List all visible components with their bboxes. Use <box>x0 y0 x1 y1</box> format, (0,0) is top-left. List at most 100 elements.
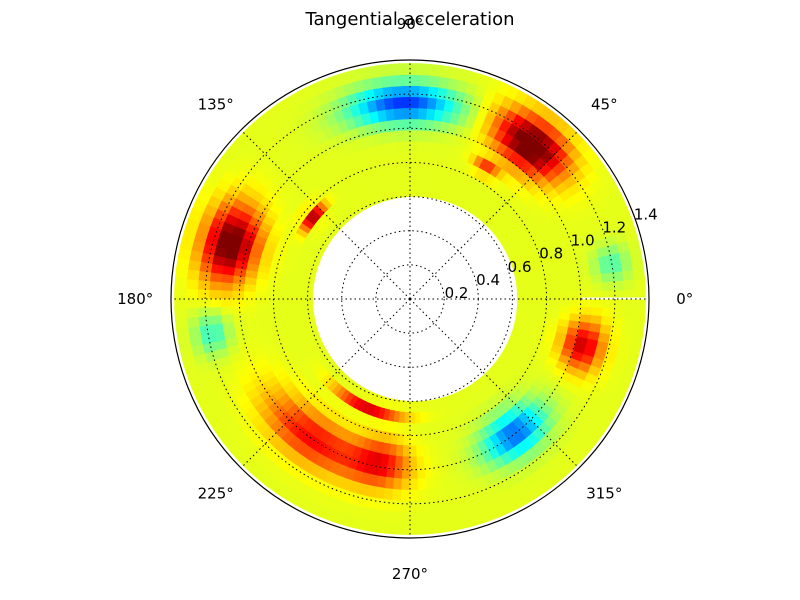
heat-cell <box>517 298 529 305</box>
heat-cell <box>400 489 411 502</box>
heat-cell <box>197 298 210 309</box>
heat-cell <box>243 291 256 300</box>
heat-cell <box>386 465 396 479</box>
heat-cell <box>174 288 187 300</box>
heat-cell <box>254 291 268 300</box>
heat-cell <box>429 63 442 77</box>
heat-cell <box>232 275 246 285</box>
heat-cell <box>197 280 211 291</box>
heat-cell <box>409 434 417 447</box>
heat-cell <box>389 522 401 535</box>
tick-labels: 0° 45° 90° 135° 180° 225° 270° 315° 0.2 0.4 0.6 0.8… <box>117 15 693 583</box>
heat-cell <box>409 151 417 164</box>
heat-cell <box>289 288 302 295</box>
heat-cell <box>266 292 279 300</box>
heat-cell <box>601 307 614 318</box>
heat-cell <box>409 478 419 491</box>
heat-cell <box>559 291 572 300</box>
angle-tick-label: 135° <box>198 96 234 114</box>
heat-cell <box>402 129 411 142</box>
angle-tick-label: 270° <box>392 565 428 583</box>
heat-cell <box>602 298 614 309</box>
radial-tick-label: 1.2 <box>602 219 626 237</box>
heat-cell <box>401 478 411 491</box>
heat-cell <box>419 522 431 535</box>
heat-cell <box>397 422 405 435</box>
heat-cell <box>220 298 233 308</box>
heat-cell <box>243 298 256 307</box>
radial-tick-label: 0.6 <box>508 258 532 276</box>
heat-cell <box>601 280 614 291</box>
heat-cell <box>622 269 635 281</box>
angle-tick-label: 180° <box>117 290 153 308</box>
heat-cell <box>622 317 635 329</box>
heat-cell <box>403 163 411 175</box>
heatmap-ring <box>174 63 646 535</box>
heat-cell <box>409 522 421 535</box>
heat-cell <box>174 308 188 320</box>
heat-cell <box>185 307 199 319</box>
heat-cell <box>392 96 403 109</box>
heat-cell <box>402 456 411 469</box>
heat-cell <box>634 298 646 310</box>
heat-cell <box>395 141 404 154</box>
heat-cell <box>400 96 411 109</box>
heat-cell <box>409 401 416 413</box>
heat-cell <box>404 174 411 187</box>
heat-cell <box>438 65 452 79</box>
heat-cell <box>174 298 187 310</box>
heat-cell <box>418 511 430 524</box>
heat-cell <box>415 151 424 164</box>
polar-grid <box>170 59 650 539</box>
heat-cell <box>277 298 291 306</box>
heat-cell <box>591 306 604 317</box>
heat-cell <box>403 423 411 435</box>
heat-cell <box>620 326 634 339</box>
heat-cell <box>394 455 404 469</box>
heat-cell <box>417 489 428 502</box>
heat-cell <box>409 74 421 87</box>
heat-cell <box>404 185 411 198</box>
radial-gridline <box>238 127 582 471</box>
radial-tick-label: 1.0 <box>571 232 595 250</box>
heat-cell <box>395 444 404 457</box>
heat-cell <box>570 291 582 300</box>
heat-cell <box>384 476 395 490</box>
heat-cell <box>389 63 401 76</box>
heat-cell <box>549 298 561 306</box>
heat-cell <box>538 304 550 312</box>
heat-cell <box>429 521 442 535</box>
heat-cell <box>434 97 446 111</box>
heat-cell <box>414 184 421 197</box>
heat-cell <box>417 96 428 109</box>
heat-cell <box>403 434 411 447</box>
heat-cell <box>186 269 200 281</box>
heat-cell <box>289 298 302 305</box>
heat-cell <box>387 454 397 468</box>
heat-cell <box>426 96 437 110</box>
heat-cell <box>254 298 268 307</box>
angle-tick-label: 225° <box>198 484 234 502</box>
heat-cell <box>416 456 426 469</box>
heat-cell <box>220 273 234 284</box>
heat-cell <box>231 283 245 293</box>
heat-cell <box>548 304 561 313</box>
heat-cell <box>390 511 402 524</box>
heat-cell <box>409 423 417 436</box>
heat-cell <box>428 74 440 88</box>
heat-cell <box>394 129 404 143</box>
heat-cell <box>409 489 420 502</box>
heat-cell <box>266 298 279 306</box>
heat-cell <box>208 289 222 300</box>
heat-cell <box>381 499 393 512</box>
heat-cell <box>372 497 384 511</box>
heat-cell <box>243 276 257 286</box>
heat-cell <box>417 107 428 120</box>
angle-tick-label: 90° <box>397 15 424 33</box>
heat-cell <box>254 285 268 294</box>
heat-cell <box>243 305 257 314</box>
heat-cell <box>198 261 213 274</box>
heat-cell <box>517 293 529 300</box>
heat-cell <box>623 307 636 319</box>
